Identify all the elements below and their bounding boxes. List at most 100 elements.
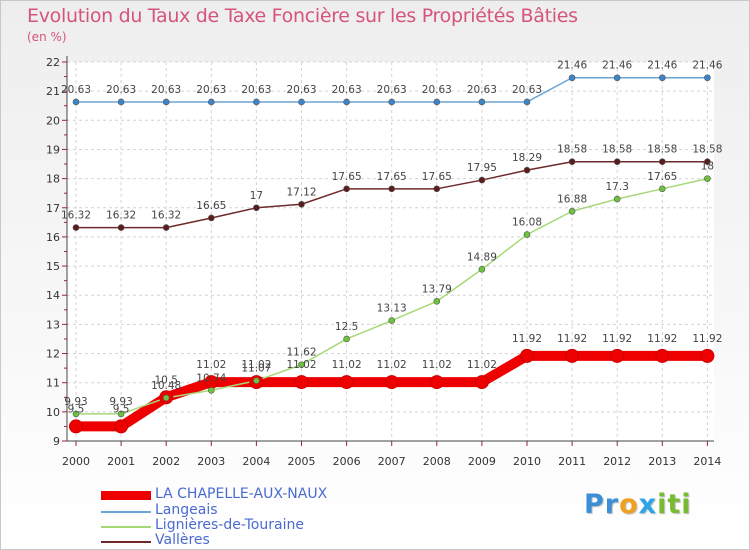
data-label-1-0: 20.63: [61, 84, 91, 96]
data-label-2-13: 17.65: [647, 171, 677, 183]
data-label-2-9: 14.89: [467, 251, 497, 263]
data-label-3-12: 18.58: [602, 144, 632, 156]
data-point-0-10: [520, 348, 534, 363]
data-point-2-0: [72, 410, 80, 418]
x-tick-label-2001: 2001: [107, 455, 135, 468]
data-label-0-8: 11.02: [422, 359, 452, 371]
data-label-1-14: 21.46: [692, 60, 722, 72]
data-point-2-13: [658, 185, 666, 193]
data-point-0-0: [69, 419, 83, 434]
data-label-3-5: 17.12: [286, 186, 316, 198]
data-point-2-7: [388, 317, 396, 324]
x-tick-label-2002: 2002: [152, 455, 180, 468]
data-label-1-5: 20.63: [286, 84, 316, 96]
data-point-1-13: [658, 74, 666, 82]
data-label-2-14: 18: [701, 161, 714, 173]
legend-swatch-lignieres: [101, 526, 151, 528]
data-point-0-7: [384, 375, 399, 390]
data-label-1-7: 20.63: [377, 84, 407, 96]
x-tick-label-2009: 2009: [468, 455, 496, 468]
data-point-3-7: [388, 185, 396, 193]
data-label-3-6: 17.65: [332, 171, 362, 183]
legend-swatch-valleres: [101, 541, 151, 543]
data-label-2-3: 10.74: [196, 372, 226, 384]
y-tick-label-22: 22: [46, 56, 60, 69]
data-label-1-4: 20.63: [241, 84, 271, 96]
data-label-0-5: 11.02: [286, 359, 316, 371]
data-point-0-12: [610, 348, 625, 363]
data-point-2-3: [208, 386, 215, 394]
data-label-3-0: 16.32: [61, 210, 91, 222]
data-point-1-9: [478, 98, 486, 106]
x-tick-label-2012: 2012: [603, 455, 631, 468]
data-point-0-13: [655, 348, 670, 363]
data-point-2-2: [162, 394, 170, 402]
data-label-1-2: 20.63: [151, 84, 181, 96]
logo-part-x: x: [638, 489, 658, 520]
data-label-2-6: 12.5: [335, 321, 358, 333]
data-point-2-11: [568, 207, 576, 215]
chart-title: Evolution du Taux de Taxe Foncière sur l…: [27, 5, 578, 27]
x-tick-label-2013: 2013: [648, 455, 676, 468]
y-tick-label-20: 20: [46, 114, 60, 127]
y-tick-label-18: 18: [46, 173, 60, 186]
data-point-1-10: [523, 98, 531, 106]
x-tick-label-2010: 2010: [513, 455, 541, 468]
data-label-2-11: 16.88: [557, 193, 587, 205]
data-point-0-1: [114, 419, 129, 434]
y-tick-label-10: 10: [46, 406, 60, 419]
data-point-0-5: [294, 375, 309, 390]
data-label-3-4: 17: [250, 190, 263, 202]
data-point-1-8: [433, 98, 441, 106]
data-label-0-11: 11.92: [557, 333, 587, 345]
data-label-2-5: 11.62: [286, 347, 316, 359]
data-point-1-3: [208, 98, 215, 106]
data-label-1-10: 20.63: [512, 84, 542, 96]
data-point-3-11: [568, 158, 576, 166]
data-point-3-8: [433, 185, 441, 193]
data-label-2-2: 10.48: [151, 380, 181, 392]
data-point-1-14: [704, 74, 711, 82]
data-point-0-14: [700, 348, 715, 363]
data-point-1-2: [162, 98, 170, 106]
data-point-1-0: [72, 98, 80, 106]
data-label-2-7: 13.13: [377, 303, 407, 315]
x-tick-label-2005: 2005: [288, 455, 316, 468]
y-tick-label-12: 12: [46, 348, 60, 361]
data-label-2-0: 9.93: [64, 396, 87, 408]
data-point-3-10: [523, 166, 531, 174]
data-label-0-9: 11.02: [467, 359, 497, 371]
data-point-3-4: [253, 204, 260, 212]
data-label-0-4: 11.02: [241, 359, 271, 371]
data-label-2-1: 9.93: [109, 396, 132, 408]
logo-part-o: o: [619, 489, 639, 520]
data-point-3-2: [162, 224, 170, 231]
legend-label-lignieres: Lignières-de-Touraine: [155, 517, 304, 533]
y-tick-label-21: 21: [46, 85, 60, 98]
y-tick-label-15: 15: [46, 260, 60, 273]
data-label-0-6: 11.02: [332, 359, 362, 371]
data-point-3-13: [658, 158, 666, 166]
data-label-1-12: 21.46: [602, 60, 632, 72]
data-point-3-14: [704, 158, 711, 166]
y-tick-label-17: 17: [46, 202, 60, 215]
data-label-3-1: 16.32: [106, 210, 136, 222]
x-tick-label-2003: 2003: [197, 455, 225, 468]
x-tick-label-2000: 2000: [62, 455, 90, 468]
data-point-2-6: [343, 335, 350, 343]
proxiti-logo: Proxiti: [584, 489, 692, 520]
legend-label-chapelle: LA CHAPELLE-AUX-NAUX: [155, 486, 328, 502]
data-label-1-11: 21.46: [557, 60, 587, 72]
data-label-3-7: 17.65: [377, 171, 407, 183]
data-point-2-4: [253, 377, 260, 384]
data-label-3-9: 17.95: [467, 162, 497, 174]
data-label-2-10: 16.08: [512, 217, 542, 229]
data-point-1-6: [343, 98, 350, 106]
data-label-1-3: 20.63: [196, 84, 226, 96]
data-point-2-12: [613, 195, 621, 203]
data-point-2-14: [704, 175, 711, 182]
data-label-0-14: 11.92: [692, 333, 722, 345]
data-point-2-8: [433, 298, 441, 305]
data-label-3-3: 16.65: [196, 200, 226, 212]
